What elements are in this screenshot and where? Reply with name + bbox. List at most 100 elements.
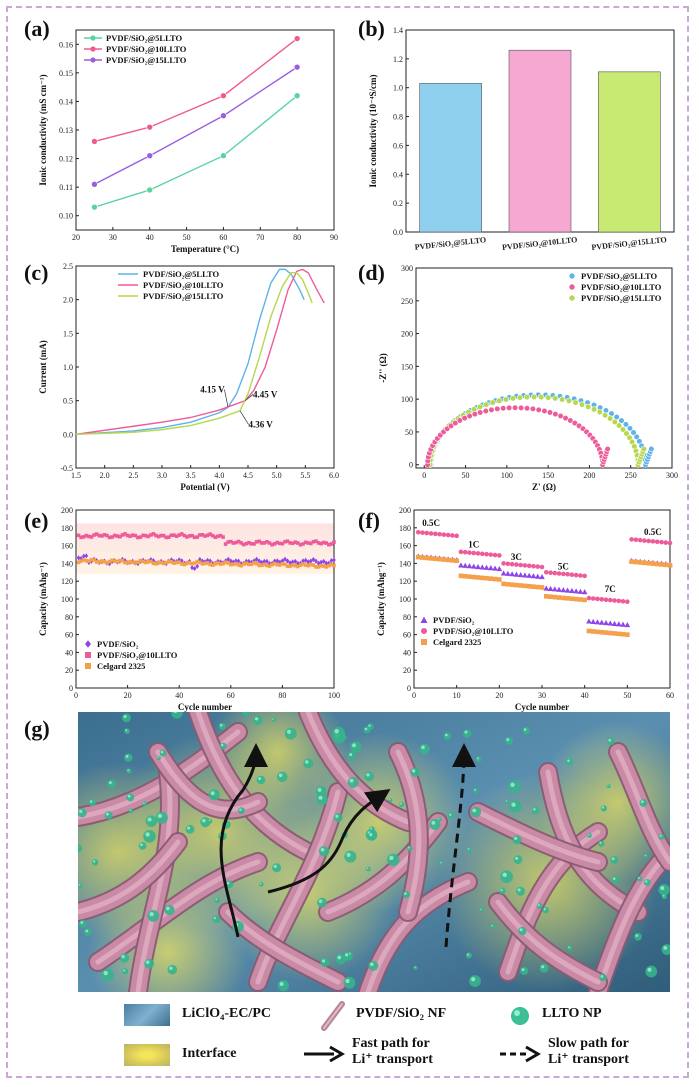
llto-particle-58 (539, 963, 549, 973)
x-tick-label: 40 (581, 691, 589, 700)
nanofiber-highlight-17 (155, 749, 261, 813)
llto-particle-shine-6 (407, 846, 410, 849)
y-tick-label: 120 (61, 577, 73, 586)
cycle-point-2-60 (229, 562, 233, 567)
rate-point-0-37 (569, 587, 575, 594)
y-tick-label: 2.0 (63, 296, 73, 305)
cycle-point-1-48 (198, 533, 202, 537)
slow-path-arrow (444, 743, 476, 948)
rate-point-2-51 (629, 559, 634, 564)
llto-particle-97 (155, 811, 168, 824)
llto-particle-42 (208, 789, 220, 801)
llto-particle-shine-7 (103, 970, 108, 976)
rate-point-0-50 (624, 622, 631, 628)
cycle-point-1-25 (138, 535, 143, 539)
data-point-2-0 (91, 180, 98, 188)
cycle-point-0-84 (290, 559, 295, 565)
llto-particle-shine-92 (645, 880, 648, 883)
llto-particle-shine-70 (213, 916, 217, 920)
data-point-0-0 (91, 203, 98, 211)
llto-particle-86 (126, 768, 132, 774)
x-tick-label: 5.0 (272, 471, 282, 480)
llto-particle-135 (241, 712, 251, 717)
rate-point-1-47 (612, 598, 617, 603)
legend-fast-path-line1: Fast path for (352, 1036, 430, 1051)
llto-particle-shine-39 (568, 946, 570, 949)
x-tick-label: 6.0 (329, 471, 339, 480)
cycle-point-1-47 (195, 535, 200, 539)
cycle-point-2-39 (174, 560, 179, 565)
llto-particle-shine-91 (421, 745, 425, 750)
data-point-2-3 (293, 63, 301, 71)
rate-point-2-40 (582, 597, 587, 603)
llto-particle-shine-82 (278, 773, 283, 778)
rate-point-2-22 (505, 581, 511, 587)
rate-point-2-54 (642, 560, 647, 566)
llto-particle-87 (500, 870, 513, 884)
llto-particle-shine-78 (608, 738, 612, 742)
cycle-point-1-100 (332, 540, 336, 544)
cycle-point-1-98 (327, 542, 331, 547)
rate-point-2-45 (603, 630, 609, 635)
cycle-point-0-70 (254, 556, 259, 562)
chart-b: 0.0 0.2 0.4 0.6 0.8 1.0 1.2 1.4 Ionic conductivi… (368, 26, 675, 252)
nyquist-point-0-36 (618, 417, 625, 424)
cycle-point-2-25 (138, 558, 143, 563)
rate-point-1-9 (450, 533, 455, 538)
llto-particle-36 (465, 952, 472, 959)
rate-point-1-37 (569, 572, 575, 578)
llto-particle-shine-84 (600, 975, 604, 978)
rate-label-0: 0.5C (422, 518, 440, 528)
annotation-leader-1 (244, 394, 254, 401)
cycle-point-2-2 (79, 559, 83, 563)
llto-particle-122 (128, 808, 134, 814)
rate-point-2-50 (625, 632, 630, 637)
cycle-point-1-77 (272, 542, 277, 546)
llto-particle-13 (531, 806, 540, 815)
llto-particle-shine-5 (215, 898, 218, 901)
nanofiber-highlight-12 (475, 809, 601, 865)
rate-point-0-43 (594, 619, 601, 625)
llto-particle-shine-19 (318, 899, 323, 903)
y-axis-label: Current (mA) (38, 340, 48, 394)
legend-label: PVDF/SiO₂@5LLTO (581, 271, 658, 281)
cycle-point-1-78 (275, 540, 280, 545)
llto-particle-shine-27 (89, 800, 93, 803)
llto-particle-shine-26 (517, 888, 521, 892)
rate-point-2-38 (573, 596, 579, 602)
cycle-point-1-95 (319, 541, 323, 546)
y-tick-label: 80 (403, 613, 411, 622)
llto-particle-57 (318, 846, 330, 857)
cycle-point-1-3 (81, 535, 86, 539)
llto-particle-88 (238, 807, 245, 815)
rate-point-1-5 (433, 531, 438, 537)
nyquist-point-2-17 (477, 409, 484, 416)
rate-point-0-28 (530, 573, 537, 579)
llto-particle-46 (78, 919, 88, 928)
legend-marker (421, 639, 427, 645)
nyquist-point-1-16 (483, 401, 490, 408)
y-axis-label: -Z'' (Ω) (378, 353, 388, 382)
llto-particle-shine-10 (473, 788, 476, 791)
x-tick-label: 200 (583, 471, 595, 480)
panel-label-g: (g) (24, 716, 50, 741)
rate-point-1-4 (428, 531, 434, 536)
cycle-point-2-10 (100, 559, 104, 563)
x-tick-label: 300 (666, 471, 678, 480)
rate-point-2-39 (578, 597, 583, 602)
legend-label: PVDF/SiO₂ (433, 615, 475, 625)
cycle-point-1-62 (234, 540, 238, 545)
cycle-point-1-37 (169, 533, 174, 537)
legend-label: PVDF/SiO₂@5LLTO (106, 33, 183, 43)
y-tick-label: 20 (65, 666, 73, 675)
rate-point-1-32 (548, 570, 553, 576)
cycle-point-1-73 (262, 541, 267, 545)
rate-point-2-47 (612, 631, 617, 636)
cycle-point-2-77 (272, 561, 277, 566)
cycle-point-2-17 (118, 558, 122, 563)
rate-point-2-15 (475, 575, 481, 580)
cycle-point-2-47 (195, 559, 200, 564)
rate-point-2-28 (531, 584, 536, 589)
nyquist-point-2-21 (500, 405, 507, 412)
y-tick-label: 40 (403, 648, 411, 657)
